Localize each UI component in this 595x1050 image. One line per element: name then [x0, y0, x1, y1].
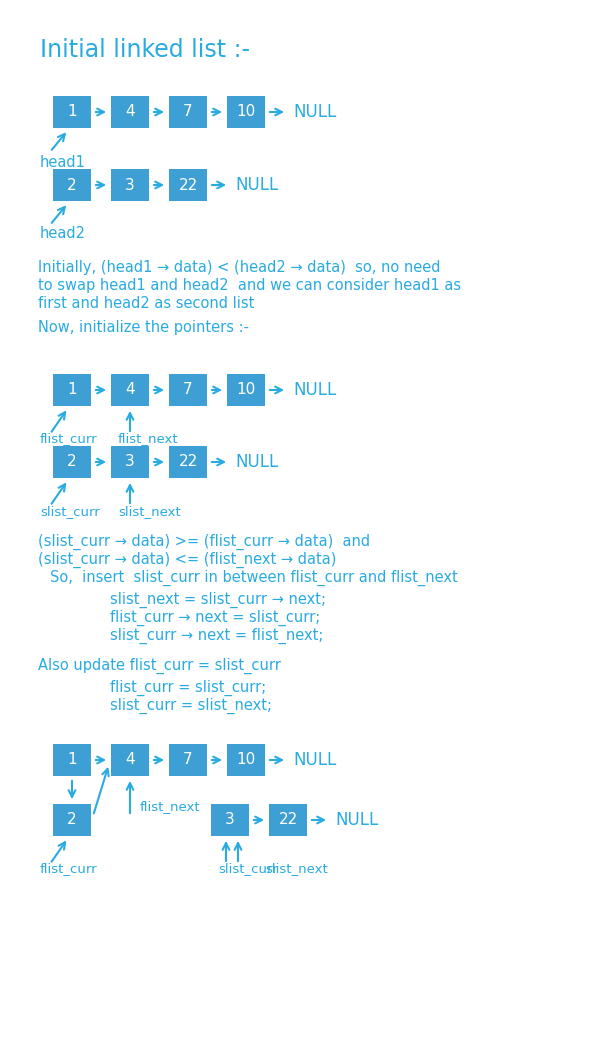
- Text: NULL: NULL: [293, 381, 336, 399]
- Text: 1: 1: [67, 753, 77, 768]
- FancyBboxPatch shape: [111, 96, 149, 128]
- Text: 4: 4: [125, 382, 135, 398]
- Text: 22: 22: [178, 177, 198, 192]
- Text: first and head2 as second list: first and head2 as second list: [38, 296, 255, 311]
- FancyBboxPatch shape: [169, 446, 207, 478]
- FancyBboxPatch shape: [211, 804, 249, 836]
- Text: 7: 7: [183, 382, 193, 398]
- Text: (slist_curr → data) >= (flist_curr → data)  and: (slist_curr → data) >= (flist_curr → dat…: [38, 534, 370, 550]
- Text: 2: 2: [67, 177, 77, 192]
- Text: 4: 4: [125, 753, 135, 768]
- Text: head2: head2: [40, 226, 86, 242]
- Text: Now, initialize the pointers :-: Now, initialize the pointers :-: [38, 320, 249, 335]
- Text: NULL: NULL: [235, 453, 278, 471]
- FancyBboxPatch shape: [227, 374, 265, 406]
- Text: 10: 10: [236, 105, 256, 120]
- Text: slist_next = slist_curr → next;: slist_next = slist_curr → next;: [110, 592, 326, 608]
- FancyBboxPatch shape: [227, 96, 265, 128]
- Text: flist_curr = slist_curr;: flist_curr = slist_curr;: [110, 680, 266, 696]
- Text: 10: 10: [236, 753, 256, 768]
- Text: NULL: NULL: [335, 811, 378, 830]
- Text: slist_curr: slist_curr: [40, 505, 100, 518]
- Text: Also update flist_curr = slist_curr: Also update flist_curr = slist_curr: [38, 658, 281, 674]
- FancyBboxPatch shape: [111, 744, 149, 776]
- Text: slist_curr: slist_curr: [218, 862, 278, 875]
- FancyBboxPatch shape: [111, 374, 149, 406]
- FancyBboxPatch shape: [53, 804, 91, 836]
- Text: 22: 22: [178, 455, 198, 469]
- Text: head1: head1: [40, 155, 86, 170]
- FancyBboxPatch shape: [169, 169, 207, 201]
- FancyBboxPatch shape: [53, 96, 91, 128]
- FancyBboxPatch shape: [111, 169, 149, 201]
- Text: slist_next: slist_next: [118, 505, 181, 518]
- Text: NULL: NULL: [293, 103, 336, 121]
- Text: flist_next: flist_next: [140, 800, 201, 813]
- FancyBboxPatch shape: [269, 804, 307, 836]
- Text: Initial linked list :-: Initial linked list :-: [40, 38, 250, 62]
- Text: 3: 3: [225, 813, 235, 827]
- FancyBboxPatch shape: [53, 169, 91, 201]
- Text: 7: 7: [183, 753, 193, 768]
- Text: So,  insert  slist_curr in between flist_curr and flist_next: So, insert slist_curr in between flist_c…: [50, 570, 458, 586]
- Text: flist_curr → next = slist_curr;: flist_curr → next = slist_curr;: [110, 610, 320, 626]
- Text: 2: 2: [67, 813, 77, 827]
- Text: slist_curr = slist_next;: slist_curr = slist_next;: [110, 698, 272, 714]
- FancyBboxPatch shape: [227, 744, 265, 776]
- FancyBboxPatch shape: [111, 446, 149, 478]
- FancyBboxPatch shape: [169, 744, 207, 776]
- Text: NULL: NULL: [293, 751, 336, 769]
- Text: 4: 4: [125, 105, 135, 120]
- Text: slist_curr → next = flist_next;: slist_curr → next = flist_next;: [110, 628, 323, 645]
- Text: 7: 7: [183, 105, 193, 120]
- Text: (slist_curr → data) <= (flist_next → data): (slist_curr → data) <= (flist_next → dat…: [38, 552, 336, 568]
- FancyBboxPatch shape: [53, 446, 91, 478]
- Text: Initially, (head1 → data) < (head2 → data)  so, no need: Initially, (head1 → data) < (head2 → dat…: [38, 260, 440, 275]
- Text: flist_next: flist_next: [118, 432, 178, 445]
- Text: NULL: NULL: [235, 176, 278, 194]
- FancyBboxPatch shape: [53, 744, 91, 776]
- Text: 2: 2: [67, 455, 77, 469]
- FancyBboxPatch shape: [53, 374, 91, 406]
- Text: to swap head1 and head2  and we can consider head1 as: to swap head1 and head2 and we can consi…: [38, 278, 461, 293]
- Text: 3: 3: [125, 455, 135, 469]
- Text: flist_curr: flist_curr: [40, 862, 98, 875]
- Text: 22: 22: [278, 813, 298, 827]
- Text: slist_next: slist_next: [265, 862, 328, 875]
- Text: flist_curr: flist_curr: [40, 432, 98, 445]
- FancyBboxPatch shape: [169, 96, 207, 128]
- Text: 1: 1: [67, 105, 77, 120]
- FancyBboxPatch shape: [169, 374, 207, 406]
- Text: 10: 10: [236, 382, 256, 398]
- Text: 3: 3: [125, 177, 135, 192]
- Text: 1: 1: [67, 382, 77, 398]
